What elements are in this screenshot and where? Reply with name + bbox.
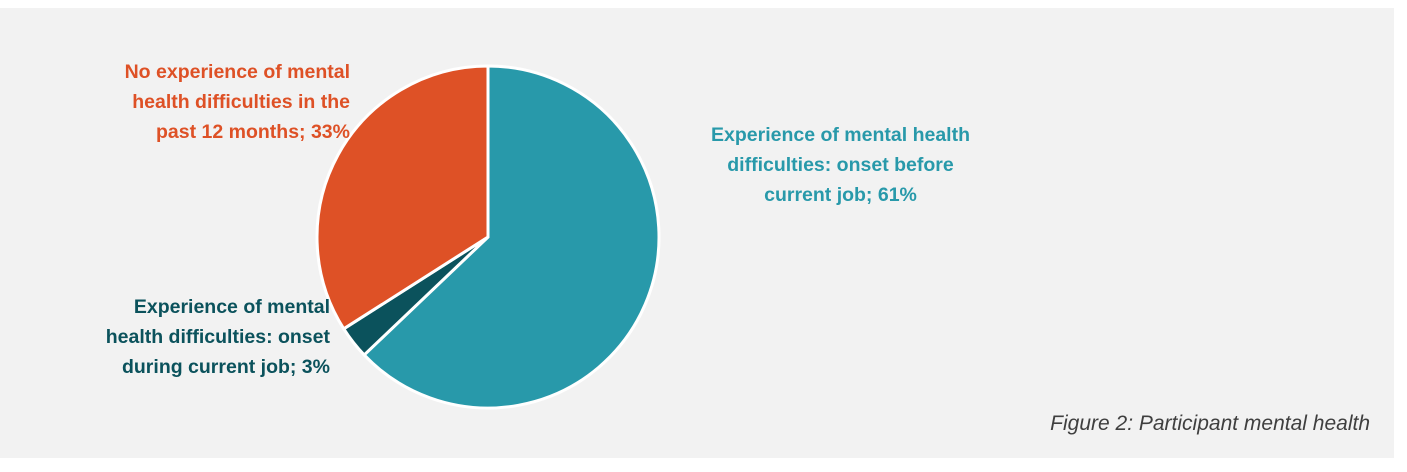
pie-slice-0 [362,64,661,410]
slice-label-onset-during: Experience of mental health difficulties… [105,296,330,378]
slice-label-onset-before: Experience of mental health difficulties… [711,124,970,206]
pie-slice-2 [315,64,490,331]
chart-panel [0,8,1394,458]
figure-caption: Figure 2: Participant mental health [1050,412,1370,435]
slice-label-no-experience: No experience of mental health difficult… [124,61,350,143]
